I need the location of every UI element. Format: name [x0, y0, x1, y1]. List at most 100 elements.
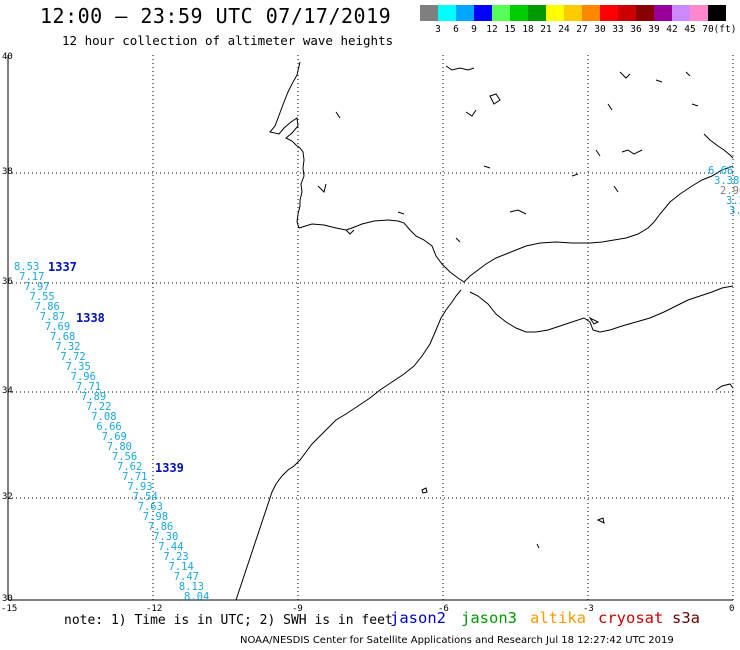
legend-swatch	[600, 5, 618, 21]
wave-height-value: 7.71	[75, 381, 102, 393]
legend-label: 27	[576, 24, 588, 35]
legend-swatch	[564, 5, 582, 21]
wave-height-value: 8.53	[14, 261, 40, 273]
interior-feature-9	[595, 149, 601, 157]
orbit-label-1338: 1338	[76, 311, 105, 325]
coastline	[235, 61, 734, 601]
longitude-label: -6	[438, 604, 449, 614]
legend-label: 30	[594, 24, 606, 35]
wave-height-value: 7.80	[106, 441, 133, 453]
longitude-labels: -15 -12 -9 -6 -3 0	[1, 604, 734, 614]
map-title: 12:00 – 23:59 UTC 07/17/2019	[40, 4, 392, 28]
longitude-label: -9	[292, 604, 303, 614]
latitude-label: 30	[2, 594, 13, 604]
legend-label: 3	[435, 24, 441, 35]
footnote: note: 1) Time is in UTC; 2) SWH is in fe…	[64, 613, 393, 628]
legend-swatch	[654, 5, 672, 21]
wave-height-value: 8.04	[184, 591, 210, 603]
legend-swatch	[708, 5, 726, 21]
latitude-label: 38	[2, 167, 13, 177]
credit-line: NOAA/NESDIS Center for Satellite Applica…	[240, 635, 674, 646]
portugal-coast	[269, 61, 305, 229]
wave-height-value: 6.66	[708, 165, 734, 177]
wave-height-value: 3.2	[726, 195, 740, 207]
island-3	[536, 543, 540, 549]
wave-height-value: 7.71	[122, 471, 148, 483]
wave-height-legend: 3 6 9 12 15 18 21 24 27 30 33 36 39 42 45 70 (ft)	[420, 5, 740, 43]
wave-height-value: 7.30	[153, 531, 179, 543]
wave-height-value: 7.98	[142, 511, 169, 523]
wave-height-value: 7.47	[173, 571, 199, 583]
satellite-jason3: jason3	[461, 609, 517, 627]
wave-height-value: 7.97	[24, 281, 50, 293]
orbit-label-1337: 1337	[48, 260, 77, 274]
interior-feature-3	[465, 109, 477, 117]
iberia-south-coast	[298, 165, 734, 283]
wave-height-value: 7.17	[19, 271, 45, 283]
wave-height-value: 7.23	[163, 551, 189, 563]
island-1	[421, 487, 428, 494]
legend-label: 24	[558, 24, 570, 35]
satellite-altika: altika	[530, 609, 586, 627]
latitude-label: 32	[2, 492, 13, 502]
morocco-atlantic-coast	[235, 289, 462, 601]
interior-feature-15	[613, 185, 619, 193]
satellite-s3a: s3a	[672, 609, 700, 627]
map-frame	[7, 55, 733, 601]
legend-swatch	[546, 5, 564, 21]
wave-height-value: 7.14	[168, 561, 194, 573]
wave-height-value: 7.22	[86, 401, 112, 413]
wave-height-value: 7.56	[111, 451, 138, 463]
latitude-labels: 40 38 36 34 32 30	[2, 52, 13, 604]
wave-height-value: 7.55	[29, 291, 55, 303]
latitude-label: 40	[2, 52, 13, 62]
interior-feature-2	[489, 93, 501, 105]
latitude-label: 36	[2, 277, 13, 287]
legend-swatch	[690, 5, 708, 21]
wave-height-value: 3.38	[714, 175, 740, 187]
longitude-label: -12	[146, 604, 162, 614]
legend-label: 21	[540, 24, 552, 35]
legend-label: 33	[612, 24, 624, 35]
latitude-label: 34	[2, 386, 13, 396]
wave-height-value: 7.89	[80, 391, 107, 403]
wave-height-value: 3.2	[729, 205, 740, 217]
legend-label: 6	[453, 24, 459, 35]
satellite-cryosat: cryosat	[598, 609, 664, 627]
longitude-label: 0	[729, 604, 734, 614]
legend-swatch	[474, 5, 492, 21]
wave-height-value: 7.72	[60, 351, 86, 363]
longitude-label: -3	[583, 604, 594, 614]
wave-height-value: 7.62	[117, 461, 143, 473]
wave-height-value: 7.35	[65, 361, 91, 373]
wave-height-value: 7.69	[101, 431, 127, 443]
legend-label: 12	[486, 24, 498, 35]
wave-height-value: 7.87	[39, 311, 66, 323]
legend-swatch	[420, 5, 438, 21]
legend-label: 39	[648, 24, 660, 35]
interior-feature-19	[397, 211, 405, 215]
legend-swatch	[672, 5, 690, 21]
legend-label: 9	[471, 24, 477, 35]
spain-east-coast	[703, 133, 734, 159]
wave-height-value: 2.96	[720, 185, 740, 197]
wave-height-value: 7.69	[44, 321, 71, 333]
legend-swatch	[528, 5, 546, 21]
interior-feature-14	[345, 229, 355, 235]
interior-feature-10	[621, 149, 643, 155]
map-subtitle: 12 hour collection of altimeter wave hei…	[62, 33, 394, 48]
longitude-label: -15	[1, 604, 17, 614]
interior-feature-7	[607, 103, 613, 111]
wave-height-value: 7.86	[147, 521, 174, 533]
interior-feature-11	[483, 165, 491, 169]
interior-feature-13	[455, 237, 461, 243]
interior-feature-6	[685, 71, 691, 77]
north-africa-coast	[469, 285, 734, 333]
interior-feature-5	[655, 79, 663, 83]
interior-feature-18	[335, 111, 341, 119]
alboran-island	[588, 316, 600, 325]
interior-feature-17	[317, 183, 327, 193]
wave-height-value: 7.93	[127, 481, 153, 493]
legend-swatch	[438, 5, 456, 21]
legend-label: 70	[702, 24, 714, 35]
